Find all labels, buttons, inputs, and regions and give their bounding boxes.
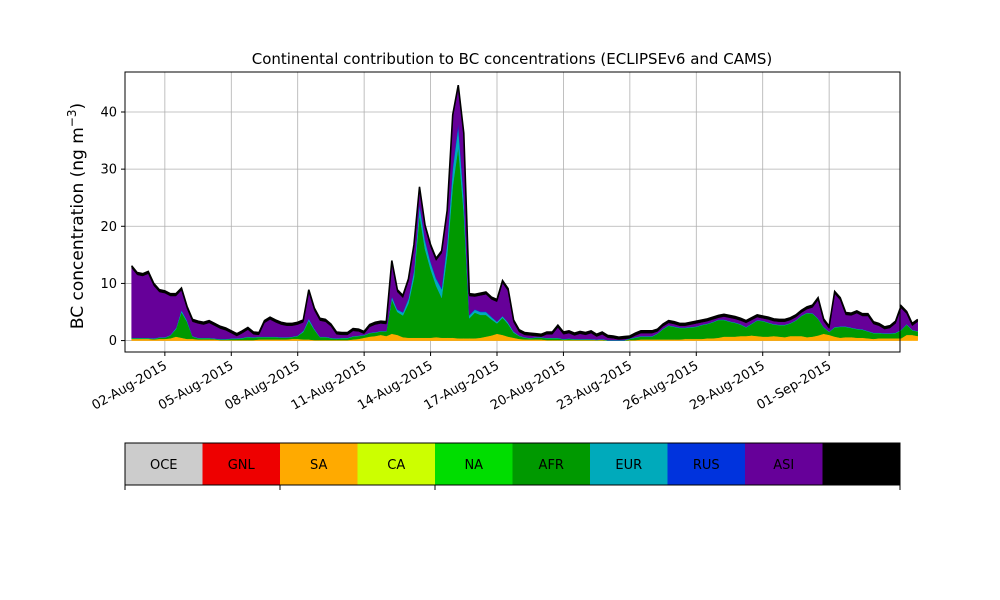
legend-frame — [124, 442, 901, 486]
grid-lines — [125, 72, 900, 352]
legend-label: RUS — [693, 458, 720, 473]
legend-entry-eur: EUR — [590, 443, 668, 485]
total-outline — [131, 84, 919, 338]
legend-swatch — [745, 443, 823, 485]
area-series-aus — [131, 85, 918, 340]
legend-entry-aus: AUS — [822, 443, 900, 485]
y-tick-label: 0 — [109, 334, 117, 349]
x-tick-label: 01-Sep-2015 — [754, 358, 834, 413]
legend-swatch — [125, 443, 203, 485]
legend-label: AFR — [539, 458, 564, 473]
legend-swatch — [590, 443, 668, 485]
area-series-rus — [131, 122, 918, 341]
legend-entry-gnl: GNL — [202, 443, 280, 485]
legend-label: CA — [387, 458, 405, 473]
legend-swatch — [435, 443, 513, 485]
x-tick-label: 29-Aug-2015 — [687, 358, 767, 413]
legend-label: OCE — [150, 458, 178, 473]
colorbar-legend: OCE GNL SA CA NA AFR EUR RUS ASI AUS — [124, 442, 901, 490]
y-axis-label: BC concentration (ng m−3) — [65, 103, 88, 329]
area-series-asi — [131, 87, 918, 341]
axes: 01020304002-Aug-201505-Aug-201508-Aug-20… — [90, 71, 901, 414]
area-series-eur — [131, 126, 918, 341]
legend-label: AUS — [848, 458, 875, 473]
y-tick-label: 30 — [100, 163, 117, 178]
y-tick-label: 40 — [100, 106, 117, 121]
legend-swatch — [202, 443, 280, 485]
legend-label: SA — [310, 458, 327, 473]
legend-label: NA — [464, 458, 483, 473]
legend-swatch — [280, 443, 358, 485]
stacked-areas — [131, 84, 919, 341]
legend-swatch — [667, 443, 745, 485]
legend-entry-asi: ASI — [745, 443, 823, 485]
y-tick-label: 10 — [100, 277, 117, 292]
legend-label: GNL — [228, 458, 256, 473]
legend-label: EUR — [615, 458, 642, 473]
legend-entry-oce: OCE — [125, 443, 203, 485]
legend-entry-na: NA — [435, 443, 513, 485]
chart-title: Continental contribution to BC concentra… — [252, 50, 773, 68]
legend-entry-sa: SA — [280, 443, 358, 485]
legend-swatch — [512, 443, 590, 485]
y-tick-label: 20 — [100, 220, 117, 235]
legend-swatch — [357, 443, 435, 485]
legend-entry-afr: AFR — [512, 443, 590, 485]
legend-entry-rus: RUS — [667, 443, 745, 485]
legend-entry-ca: CA — [357, 443, 435, 485]
legend-label: ASI — [773, 458, 794, 473]
plot-frame — [124, 71, 901, 353]
legend-swatch — [822, 443, 900, 485]
